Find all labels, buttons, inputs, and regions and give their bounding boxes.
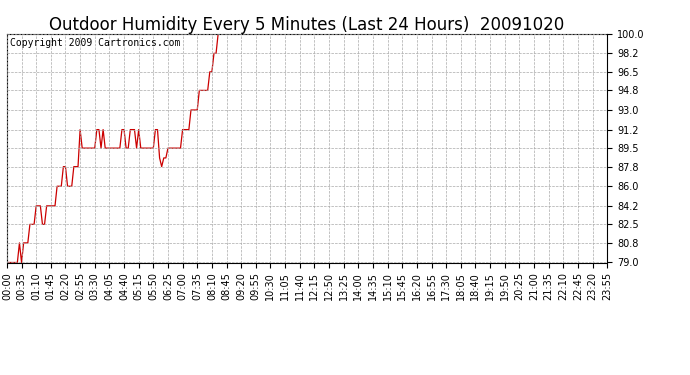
Title: Outdoor Humidity Every 5 Minutes (Last 24 Hours)  20091020: Outdoor Humidity Every 5 Minutes (Last 2…: [50, 16, 564, 34]
Text: Copyright 2009 Cartronics.com: Copyright 2009 Cartronics.com: [10, 38, 180, 48]
